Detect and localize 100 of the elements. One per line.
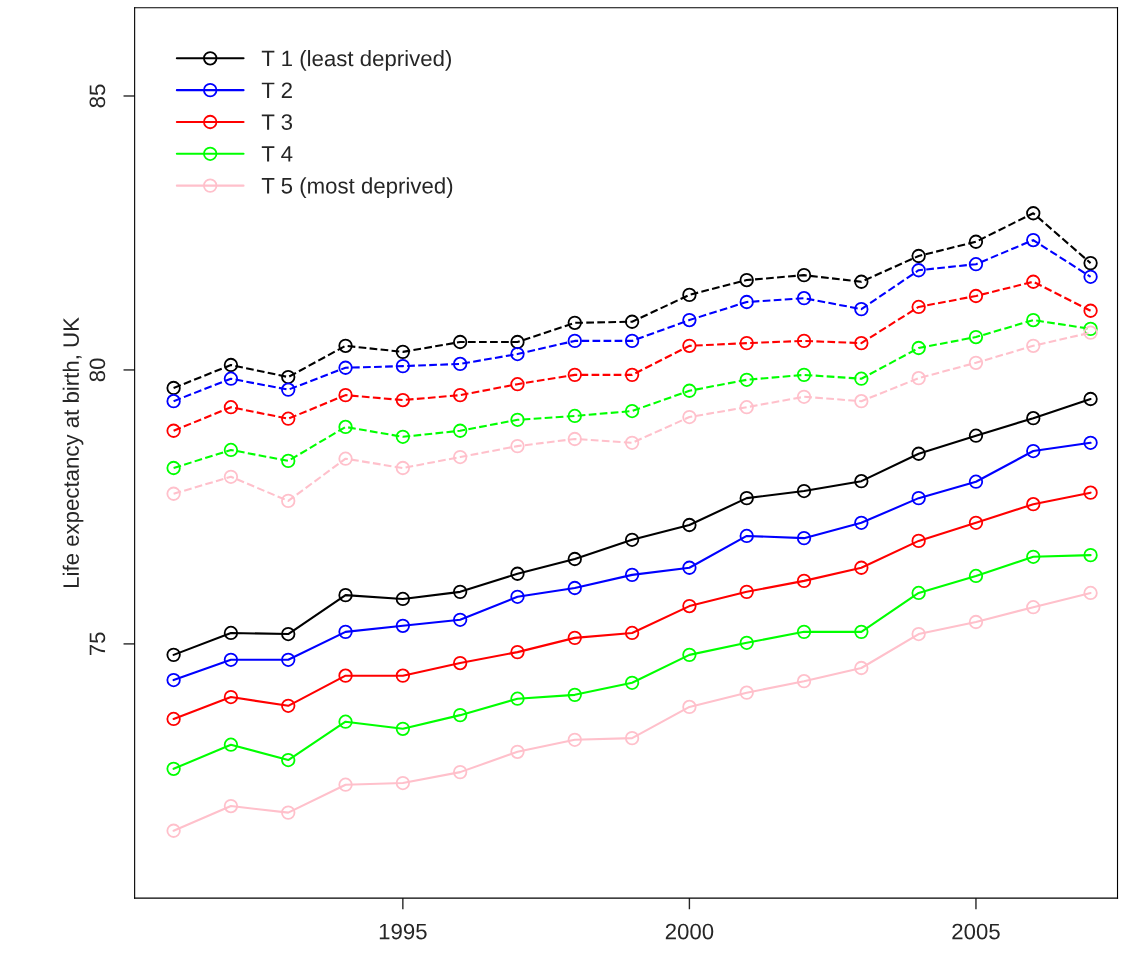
point bbox=[510, 644, 525, 660]
point bbox=[567, 333, 582, 349]
point bbox=[739, 584, 754, 600]
point bbox=[281, 453, 296, 469]
point bbox=[682, 598, 697, 614]
point bbox=[1026, 443, 1041, 459]
point bbox=[1026, 206, 1041, 221]
point bbox=[911, 585, 926, 601]
point bbox=[911, 248, 926, 264]
point bbox=[395, 344, 411, 360]
point bbox=[567, 580, 582, 596]
legend-label: T 3 bbox=[261, 114, 293, 130]
point bbox=[453, 584, 468, 600]
point bbox=[968, 257, 984, 272]
x-tick-label: 1995 bbox=[379, 923, 427, 940]
point bbox=[624, 403, 640, 419]
point bbox=[968, 474, 984, 489]
y-tick-label: 85 bbox=[89, 84, 106, 108]
point bbox=[453, 387, 468, 403]
point bbox=[682, 312, 697, 328]
point bbox=[223, 652, 239, 667]
point bbox=[567, 408, 582, 424]
point bbox=[223, 357, 239, 373]
point bbox=[911, 299, 926, 315]
point bbox=[739, 372, 754, 387]
point bbox=[166, 394, 181, 409]
point bbox=[281, 493, 296, 509]
point bbox=[1083, 269, 1098, 284]
point bbox=[854, 474, 869, 489]
point bbox=[166, 423, 181, 438]
point bbox=[854, 660, 869, 676]
point bbox=[624, 675, 640, 690]
point bbox=[739, 272, 754, 288]
point bbox=[453, 334, 468, 350]
point bbox=[223, 371, 239, 386]
point bbox=[682, 287, 697, 303]
point bbox=[453, 423, 468, 438]
point bbox=[1083, 585, 1098, 601]
point bbox=[338, 777, 353, 792]
point bbox=[796, 291, 812, 306]
point bbox=[739, 528, 754, 544]
point bbox=[338, 451, 353, 466]
point bbox=[968, 568, 984, 584]
point bbox=[453, 612, 468, 627]
point bbox=[796, 573, 812, 589]
point bbox=[281, 411, 296, 426]
point bbox=[166, 380, 181, 396]
point bbox=[739, 490, 754, 506]
point bbox=[1083, 325, 1098, 340]
point bbox=[281, 369, 296, 385]
legend-label: T 2 bbox=[261, 82, 292, 98]
point bbox=[338, 360, 353, 375]
point bbox=[682, 560, 697, 575]
point bbox=[682, 409, 697, 425]
point bbox=[166, 486, 181, 501]
point bbox=[1026, 549, 1041, 564]
point bbox=[567, 687, 582, 703]
point bbox=[624, 730, 640, 746]
point bbox=[682, 699, 697, 715]
point bbox=[739, 294, 754, 310]
point bbox=[281, 382, 296, 397]
point bbox=[624, 435, 640, 450]
point bbox=[1026, 497, 1041, 512]
point bbox=[567, 431, 582, 447]
point bbox=[395, 618, 411, 633]
point bbox=[624, 567, 640, 583]
point bbox=[338, 624, 353, 639]
point bbox=[281, 805, 296, 820]
point bbox=[338, 387, 353, 403]
point bbox=[1026, 312, 1041, 328]
point bbox=[682, 338, 697, 353]
point bbox=[1026, 600, 1041, 615]
point bbox=[624, 333, 640, 349]
y-tick-label: 75 bbox=[89, 632, 106, 656]
point bbox=[395, 668, 411, 683]
point bbox=[281, 698, 296, 713]
point bbox=[510, 377, 525, 392]
point bbox=[968, 234, 984, 249]
point bbox=[854, 624, 869, 639]
point bbox=[739, 685, 754, 700]
y-axis-title: Life expectancy at birth, UK bbox=[62, 317, 84, 587]
point bbox=[338, 714, 353, 729]
point bbox=[968, 614, 984, 630]
point bbox=[395, 775, 411, 791]
point bbox=[453, 655, 468, 671]
point bbox=[338, 338, 353, 353]
legend-label: T 1 (least deprived) bbox=[261, 50, 451, 71]
point bbox=[395, 460, 411, 476]
point bbox=[796, 389, 812, 404]
point bbox=[166, 647, 181, 663]
point bbox=[1083, 485, 1098, 500]
point bbox=[1026, 232, 1041, 248]
point bbox=[1026, 338, 1041, 353]
point bbox=[223, 689, 239, 705]
point bbox=[854, 515, 869, 530]
point bbox=[968, 515, 984, 530]
point bbox=[854, 394, 869, 409]
point bbox=[453, 764, 468, 780]
point bbox=[739, 335, 754, 351]
point bbox=[223, 469, 239, 484]
